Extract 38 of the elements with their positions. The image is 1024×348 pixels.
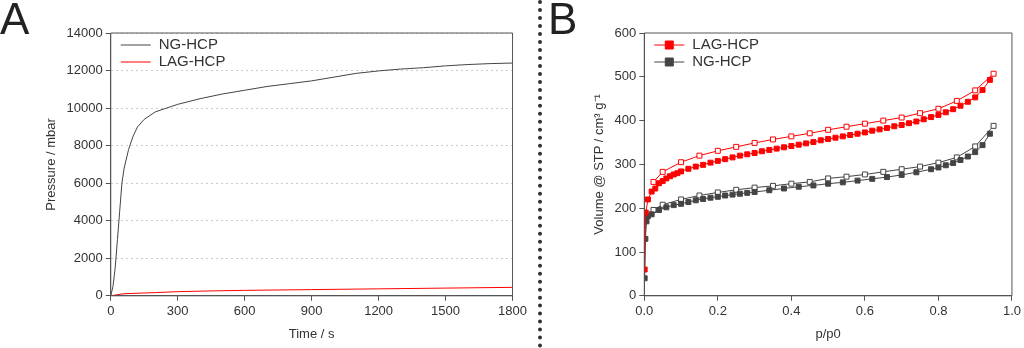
y-tick-label: 8000 — [73, 137, 103, 153]
legend-label: LAG-HCP — [158, 52, 226, 70]
x-tick-label: 600 — [233, 303, 256, 319]
x-tick-label: 1200 — [364, 303, 394, 319]
x-tick-label: 0.4 — [782, 303, 801, 319]
y-tick-label: 400 — [614, 112, 637, 128]
legend-label: LAG-HCP — [692, 35, 759, 53]
y-tick-label: 10000 — [66, 99, 103, 115]
chart-title: B — [548, 0, 578, 44]
x-tick-label: 1800 — [498, 303, 527, 319]
y-tick-label: 14000 — [66, 24, 103, 40]
y-tick-label: 300 — [614, 155, 637, 171]
y-tick-label: 100 — [614, 243, 637, 259]
x-tick-label: 0.6 — [855, 303, 874, 319]
y-tick-label: 4000 — [73, 212, 103, 228]
legend-label: NG-HCP — [158, 35, 218, 53]
y-axis-title: Volume @ STP / cm³ g⁻¹ — [591, 93, 607, 235]
y-tick-label: 12000 — [66, 62, 103, 78]
y-tick-label: 0 — [629, 287, 637, 303]
y-tick-label: 200 — [614, 199, 637, 215]
y-tick-label: 2000 — [73, 249, 103, 265]
y-tick-label: 500 — [614, 68, 637, 84]
legend-label: NG-HCP — [692, 52, 752, 70]
x-axis-title: p/p0 — [815, 325, 841, 341]
chart-title: A — [0, 0, 30, 44]
x-tick-label: 300 — [166, 303, 189, 319]
x-axis-title: Time / s — [288, 325, 336, 341]
x-tick-label: 0.2 — [708, 303, 727, 319]
x-tick-label: 0.8 — [929, 303, 948, 319]
x-tick-label: 1500 — [431, 303, 461, 319]
x-tick-label: 0.0 — [635, 303, 654, 319]
y-tick-label: 0 — [95, 287, 103, 303]
y-tick-label: 6000 — [73, 174, 103, 190]
y-tick-label: 600 — [614, 24, 637, 40]
x-tick-label: 900 — [300, 303, 323, 319]
x-tick-label: 1.0 — [1002, 303, 1021, 319]
y-axis-title: Pressure / mbar — [43, 117, 59, 211]
x-tick-label: 0 — [107, 303, 115, 319]
